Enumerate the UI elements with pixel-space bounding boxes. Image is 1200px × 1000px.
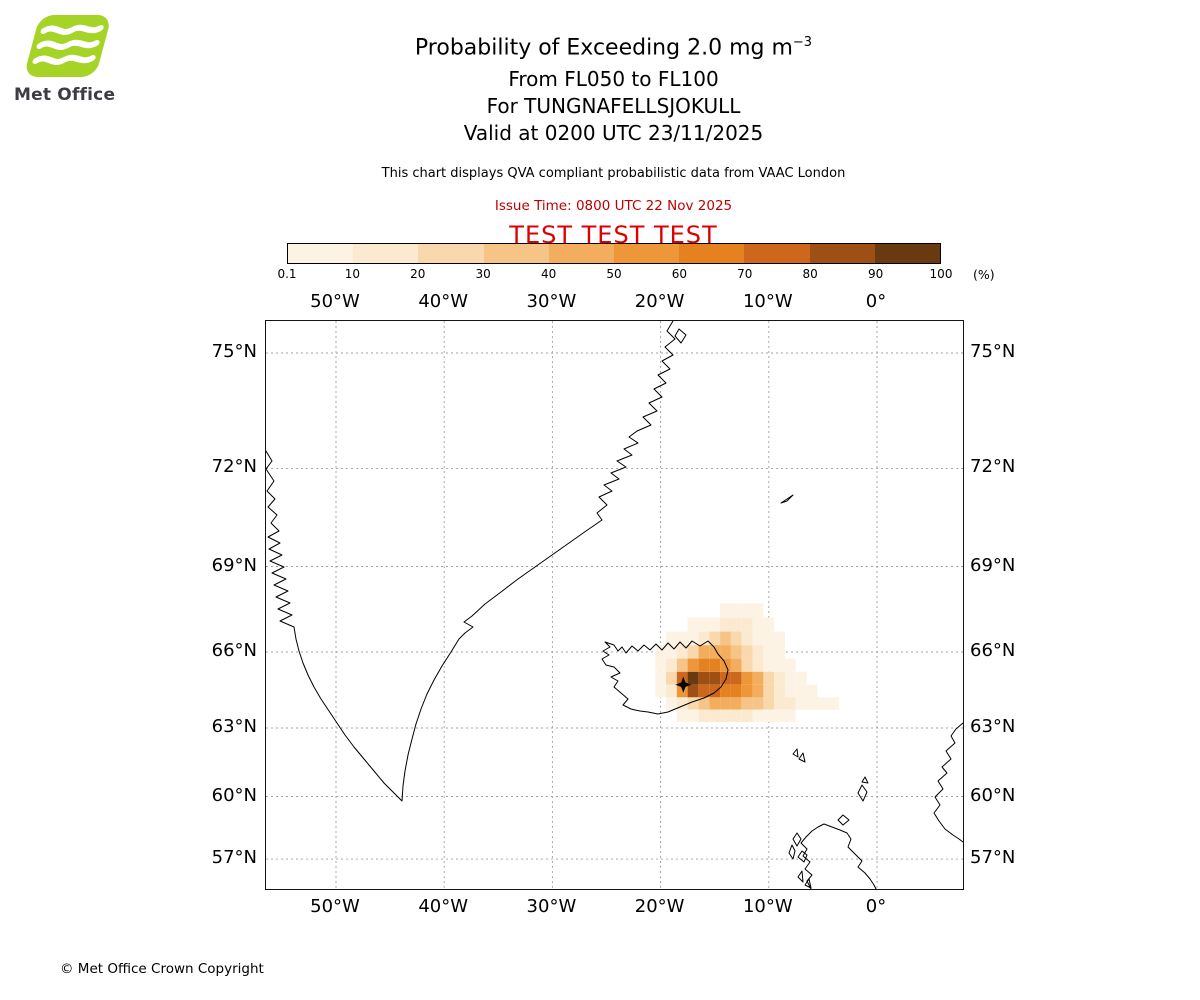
lon-tick-label: 50°W (310, 291, 360, 312)
chart-title-exponent: −3 (792, 35, 813, 50)
colorbar-segment (679, 244, 745, 263)
ash-probability-plume (655, 603, 840, 722)
issue-time: Issue Time: 0800 UTC 22 Nov 2025 (494, 198, 733, 215)
met-office-logo: Met Office (10, 12, 140, 105)
lon-tick-label: 20°W (634, 896, 685, 917)
colorbar-tick-label: 20 (410, 267, 426, 281)
chart-header: Probability of Exceeding 2.0 mg m−3 From… (265, 30, 962, 249)
lon-tick-label: 10°W (742, 291, 793, 312)
colorbar-segment (353, 244, 419, 263)
lon-axis-top: 50°W 40°W 30°W 20°W 10°W 0° (265, 291, 962, 315)
greenland-island (674, 328, 687, 344)
lat-tick-label: 72°N (970, 456, 1016, 478)
orkney-shetland-islands (837, 776, 869, 826)
lon-tick-label: 50°W (310, 896, 360, 917)
colorbar-unit: (%) (973, 267, 995, 282)
colorbar-tick-labels: 0.1 10 20 30 40 50 60 70 80 90 100 (277, 267, 952, 283)
lat-tick-label: 60°N (970, 784, 1016, 806)
colorbar-segment (809, 244, 875, 263)
lon-tick-label: 10°W (742, 896, 793, 917)
colorbar-segment (874, 244, 941, 263)
lat-tick-label: 57°N (211, 847, 257, 869)
colorbar: 0.1 10 20 30 40 50 60 70 80 90 100 (%) (277, 243, 995, 282)
chart-valid-time: Valid at 0200 UTC 23/11/2025 (463, 121, 764, 146)
lon-tick-label: 40°W (418, 291, 469, 312)
lat-tick-label: 66°N (970, 640, 1016, 661)
colorbar-tick-label: 30 (475, 267, 491, 281)
colorbar-tick-label: 50 (606, 267, 622, 281)
lon-tick-label: 30°W (526, 896, 577, 917)
colorbar-tick-label: 80 (802, 267, 818, 281)
chart-title: Probability of Exceeding 2.0 mg m−3 (265, 30, 962, 61)
chart-title-text: Probability of Exceeding 2.0 mg m (414, 35, 793, 61)
colorbar-segment (483, 244, 549, 263)
lat-axis-right: 75°N 72°N 69°N 66°N 63°N 60°N 57°N (970, 320, 1060, 888)
lat-tick-label: 63°N (970, 716, 1016, 737)
colorbar-segment (548, 244, 615, 263)
colorbar-tick-label: 0.1 (277, 267, 297, 281)
colorbar-segment (418, 244, 484, 263)
lon-tick-label: 40°W (418, 896, 469, 917)
met-office-logo-mark (26, 15, 109, 77)
colorbar-tick-label: 100 (929, 267, 953, 281)
colorbar-tick-label: 10 (344, 267, 361, 281)
met-office-logo-wordmark: Met Office (14, 85, 116, 105)
lat-tick-label: 75°N (211, 341, 257, 362)
logo-wave-lines (32, 24, 104, 65)
colorbar-tick-label: 90 (867, 267, 884, 281)
chart-source-note: This chart displays QVA compliant probab… (381, 166, 846, 182)
lat-axis-left: 75°N 72°N 69°N 66°N 63°N 60°N 57°N (170, 320, 257, 888)
map-frame (265, 320, 964, 890)
lat-tick-label: 72°N (211, 456, 257, 478)
lat-tick-label: 57°N (970, 847, 1016, 869)
colorbar-tick-label: 60 (671, 267, 688, 281)
lat-tick-label: 75°N (970, 341, 1016, 362)
lon-tick-label: 0° (865, 291, 887, 312)
lon-axis-bottom: 50°W 40°W 30°W 20°W 10°W 0° (265, 896, 962, 920)
lon-tick-label: 0° (865, 896, 887, 917)
map-canvas (266, 321, 963, 889)
colorbar-tick-label: 70 (737, 267, 753, 281)
coastlines (266, 321, 963, 889)
lat-tick-label: 63°N (211, 716, 257, 737)
lon-tick-label: 20°W (634, 291, 685, 312)
iceland-coastline (601, 640, 729, 715)
map-gridlines (266, 321, 963, 889)
faroe-islands (792, 748, 806, 763)
volcano-marker (675, 676, 692, 693)
lat-tick-label: 60°N (211, 784, 257, 806)
colorbar-segment (744, 244, 810, 263)
greenland-coastline (266, 321, 676, 802)
colorbar-segment (614, 244, 680, 263)
chart-flight-levels: From FL050 to FL100 (508, 67, 719, 92)
copyright: © Met Office Crown Copyright (60, 961, 264, 977)
scotland-coastline (800, 823, 877, 889)
colorbar-segment (288, 244, 354, 263)
lon-tick-label: 30°W (526, 291, 577, 312)
lat-tick-label: 69°N (970, 554, 1016, 576)
jan-mayen-island (780, 494, 794, 504)
colorbar-tick-label: 40 (540, 267, 557, 281)
norway-coastline (933, 722, 963, 843)
hebrides-islands (788, 832, 812, 889)
lat-tick-label: 69°N (211, 554, 257, 576)
lat-tick-label: 66°N (211, 640, 257, 661)
colorbar-scale (287, 243, 941, 264)
chart-volcano-name: For TUNGNAFELLSJOKULL (486, 94, 741, 119)
